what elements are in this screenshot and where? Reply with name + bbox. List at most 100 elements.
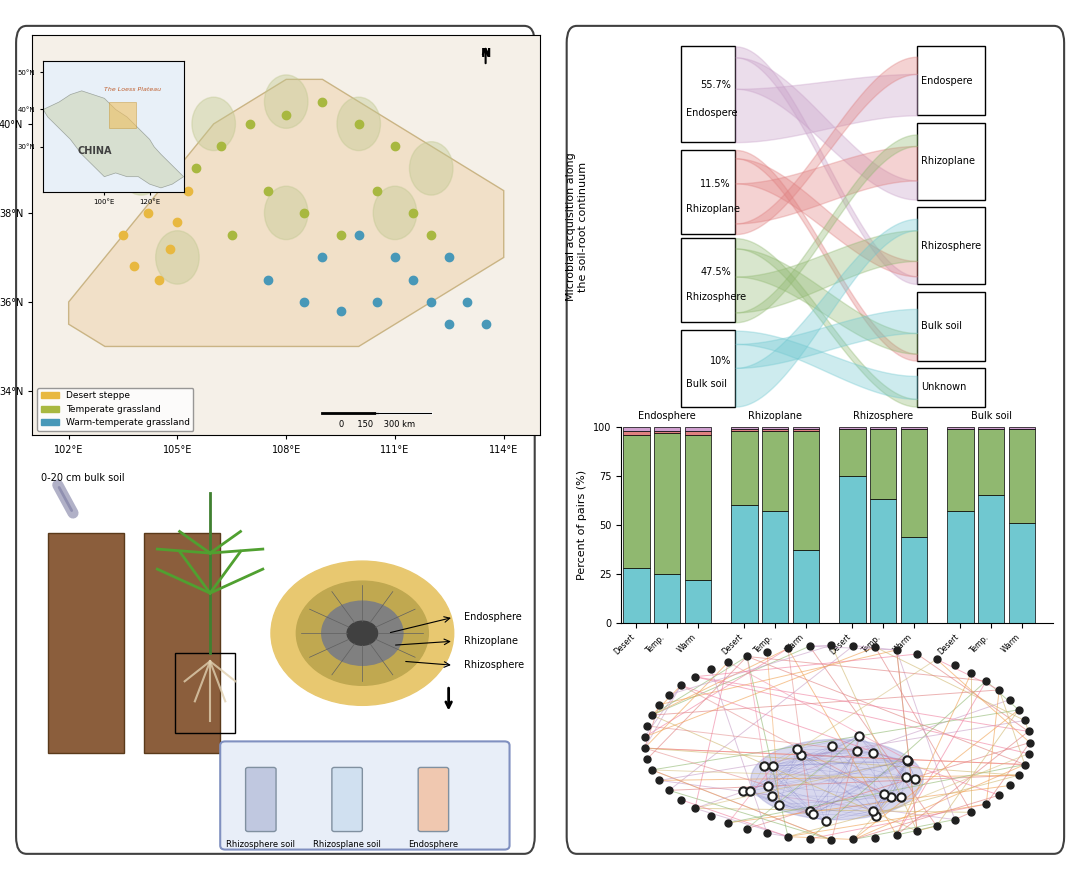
Text: 10%: 10% [710,355,731,366]
Text: Unknown: Unknown [921,382,967,393]
Circle shape [265,75,308,128]
Bar [731,427,757,429]
Y-axis label: Percent of pairs (%): Percent of pairs (%) [578,469,588,580]
Bar [175,653,235,733]
Circle shape [156,231,199,284]
Text: Rhizosphere: Rhizosphere [921,240,982,251]
Text: Rhizoplane: Rhizoplane [686,204,740,214]
Bar [685,427,712,431]
Text: 0-20 cm bulk soil: 0-20 cm bulk soil [41,473,125,483]
Text: Endosphere: Endosphere [464,612,522,622]
Circle shape [265,186,308,240]
Bar [681,46,735,142]
FancyBboxPatch shape [144,533,220,753]
Bar [901,429,928,537]
Circle shape [271,561,454,706]
Circle shape [337,98,380,151]
Bar [947,511,973,623]
Bar [947,427,973,429]
Bar [762,511,788,623]
Text: Rhizosphere: Rhizosphere [464,660,524,671]
Bar [654,433,680,574]
Text: Bulk soil: Bulk soil [686,379,727,388]
Bar [731,431,757,505]
Text: Endospere: Endospere [686,108,737,118]
Text: 0     150    300 km: 0 150 300 km [339,420,415,429]
Bar [839,476,865,623]
Bar [917,292,985,361]
Bar [654,427,680,431]
Bar [870,427,896,429]
Bar [917,207,985,284]
Circle shape [751,739,923,820]
Text: Endosphere: Endosphere [408,840,459,848]
Text: N: N [481,47,490,60]
Bar [901,427,928,429]
Circle shape [374,186,417,240]
Bar [1009,429,1036,523]
Text: Rhizoplane: Rhizoplane [921,156,975,166]
Bar [1009,523,1036,623]
Text: CHINA: CHINA [77,146,111,156]
Bar [1009,427,1036,429]
Bar [623,568,649,623]
Bar [681,330,735,407]
Circle shape [347,621,378,645]
Bar [731,429,757,431]
Text: 47.5%: 47.5% [700,267,731,277]
Polygon shape [69,79,503,347]
Circle shape [120,142,163,195]
Bar [623,435,649,568]
Polygon shape [109,102,136,128]
Text: Rhizosphere soil: Rhizosphere soil [227,840,295,848]
Bar [870,429,896,499]
Bar [947,429,973,511]
Text: Bulk soil: Bulk soil [921,321,962,331]
Bar [793,550,820,623]
Bar [978,427,1004,429]
Circle shape [409,142,453,195]
FancyBboxPatch shape [332,767,363,832]
Text: 55.7%: 55.7% [700,79,731,90]
Bar [793,427,820,429]
Circle shape [192,98,235,151]
Bar [978,429,1004,496]
Bar [793,429,820,431]
Text: The Loess Plateau: The Loess Plateau [105,87,162,91]
Bar [917,46,985,115]
Bar [762,431,788,511]
Text: Rhizosphere: Rhizosphere [853,411,914,421]
Bar [654,574,680,623]
Bar [685,580,712,623]
Text: Microbial acquisition along
the soil-root continuum: Microbial acquisition along the soil-roo… [566,152,588,300]
Polygon shape [43,91,184,188]
Bar [681,238,735,322]
Bar [681,150,735,234]
Text: Rhizosphere: Rhizosphere [686,292,745,302]
Text: Rhizoplane: Rhizoplane [748,411,802,421]
Circle shape [322,601,403,665]
Text: Rhizoplane: Rhizoplane [464,636,518,646]
Circle shape [296,581,429,685]
Bar [870,499,896,623]
Bar [654,431,680,433]
Text: 11.5%: 11.5% [700,179,731,188]
Legend: Desert steppe, Temperate grassland, Warm-temperate grassland: Desert steppe, Temperate grassland, Warm… [37,388,193,431]
Text: Endosphere: Endosphere [638,411,697,421]
FancyBboxPatch shape [418,767,448,832]
Bar [839,427,865,429]
FancyBboxPatch shape [48,533,124,753]
Text: Bulk soil: Bulk soil [971,411,1012,421]
Text: Rhizosplane soil: Rhizosplane soil [313,840,381,848]
Bar [623,430,649,435]
FancyBboxPatch shape [245,767,276,832]
Bar [623,427,649,431]
Bar [762,429,788,431]
Bar [901,537,928,623]
Bar [917,368,985,407]
Bar [762,427,788,429]
Bar [978,496,1004,623]
FancyBboxPatch shape [220,741,510,849]
Bar [685,430,712,435]
Bar [839,429,865,476]
